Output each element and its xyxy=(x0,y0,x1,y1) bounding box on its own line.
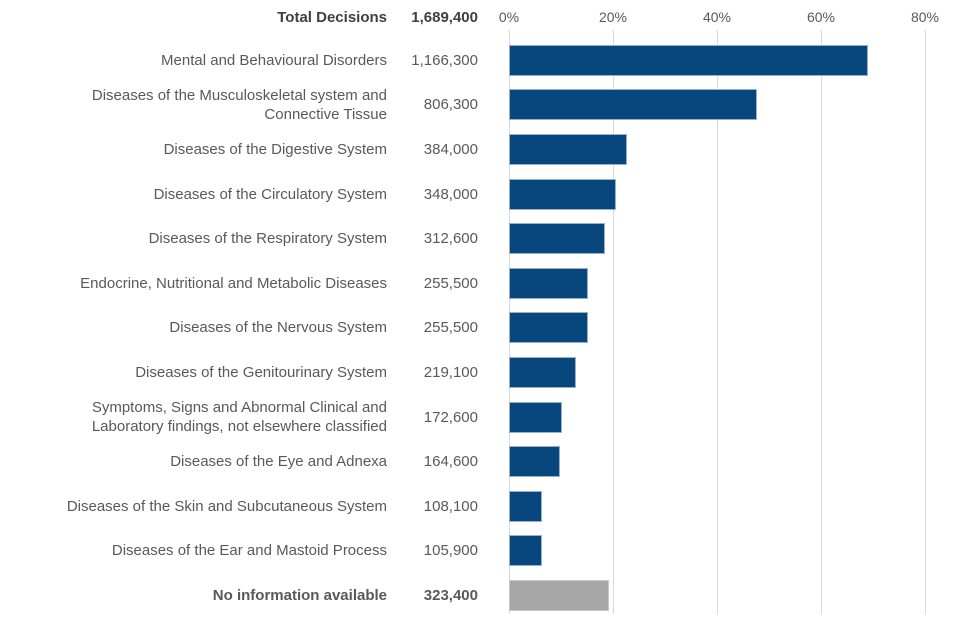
category-bar xyxy=(509,267,588,299)
category-row: Diseases of the Ear and Mastoid Process 1… xyxy=(0,529,960,574)
category-bar xyxy=(509,446,560,478)
total-decisions-value: 1,689,400 xyxy=(411,9,478,26)
category-bar xyxy=(509,44,868,76)
category-row: Symptoms, Signs and Abnormal Clinical an… xyxy=(0,395,960,440)
category-row: Diseases of the Digestive System 384,000 xyxy=(0,127,960,172)
total-decisions-label: Total Decisions xyxy=(277,9,387,26)
category-row: Diseases of the Circulatory System 348,00… xyxy=(0,172,960,217)
category-value: 164,600 xyxy=(423,453,478,471)
category-bar xyxy=(509,89,758,121)
category-label: Diseases of the Ear and Mastoid Process xyxy=(111,542,387,560)
category-value: 172,600 xyxy=(423,408,478,426)
category-label: Diseases of the Genitourinary System xyxy=(135,363,387,381)
bar-cell xyxy=(509,401,925,433)
category-label: Diseases of the Circulatory System xyxy=(153,185,387,203)
category-row: Diseases of the Skin and Subcutaneous Sy… xyxy=(0,484,960,529)
category-label: Mental and Behavioural Disorders xyxy=(161,51,387,69)
category-bar xyxy=(509,223,606,255)
category-row: Diseases of the Eye and Adnexa 164,600 xyxy=(0,439,960,484)
bar-cell xyxy=(509,133,925,165)
axis-tick-20: 20% xyxy=(598,9,628,25)
category-value: 105,900 xyxy=(423,542,478,560)
category-label: Diseases of the Eye and Adnexa xyxy=(170,453,387,471)
axis-tick-0: 0% xyxy=(498,9,520,25)
category-label: Diseases of the Respiratory System xyxy=(148,230,387,248)
category-value: 312,600 xyxy=(423,230,478,248)
bar-cell xyxy=(509,178,925,210)
bar-cell xyxy=(509,535,925,567)
category-label: Diseases of the Nervous System xyxy=(169,319,387,337)
category-value: 219,100 xyxy=(423,363,478,381)
category-rows: Mental and Behavioural Disorders 1,166,30… xyxy=(0,38,960,618)
category-value: 108,100 xyxy=(423,497,478,515)
category-row: Diseases of the Genitourinary System 219,… xyxy=(0,350,960,395)
category-bar xyxy=(509,490,543,522)
axis-tick-60: 60% xyxy=(806,9,836,25)
category-bar xyxy=(509,535,542,567)
category-bar xyxy=(509,133,628,165)
category-row: Diseases of the Respiratory System 312,60… xyxy=(0,216,960,261)
category-value: 806,300 xyxy=(423,96,478,114)
category-value: 255,500 xyxy=(423,274,478,292)
category-bar xyxy=(509,356,577,388)
bar-cell xyxy=(509,446,925,478)
category-row: Endocrine, Nutritional and Metabolic Dis… xyxy=(0,261,960,306)
category-label: No information available xyxy=(212,586,387,604)
category-row: Diseases of the Musculoskeletal system a… xyxy=(0,83,960,128)
bar-cell xyxy=(509,44,925,76)
axis-tick-40: 40% xyxy=(702,9,732,25)
bar-cell xyxy=(509,89,925,121)
bar-cell xyxy=(509,579,925,611)
bar-cell xyxy=(509,356,925,388)
category-label: Diseases of the Musculoskeletal system a… xyxy=(91,86,387,123)
category-row: Diseases of the Nervous System 255,500 xyxy=(0,306,960,351)
no-information-bar xyxy=(509,579,609,611)
chart-header: Total Decisions 1,689,400 0% 20% 40% 60%… xyxy=(0,0,960,38)
category-label: Symptoms, Signs and Abnormal Clinical an… xyxy=(91,399,387,436)
category-label: Endocrine, Nutritional and Metabolic Dis… xyxy=(80,274,387,292)
category-value: 1,166,300 xyxy=(411,51,478,69)
category-bar xyxy=(509,401,563,433)
category-bar xyxy=(509,312,588,344)
category-label: Diseases of the Digestive System xyxy=(163,140,387,158)
category-value: 348,000 xyxy=(423,185,478,203)
bar-cell xyxy=(509,312,925,344)
category-row: Mental and Behavioural Disorders 1,166,30… xyxy=(0,38,960,83)
category-row: No information available 323,400 xyxy=(0,573,960,618)
category-value: 323,400 xyxy=(423,586,478,604)
category-bar xyxy=(509,178,617,210)
category-value: 255,500 xyxy=(423,319,478,337)
category-label: Diseases of the Skin and Subcutaneous Sy… xyxy=(66,497,387,515)
bar-cell xyxy=(509,223,925,255)
bar-cell xyxy=(509,490,925,522)
category-value: 384,000 xyxy=(423,140,478,158)
bar-cell xyxy=(509,267,925,299)
axis-tick-80: 80% xyxy=(910,9,940,25)
